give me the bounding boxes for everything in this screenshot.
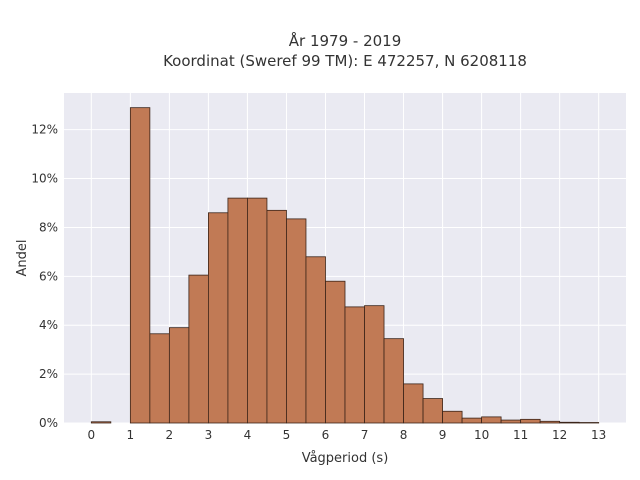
histogram-bar: [188, 274, 209, 424]
x-axis-label: Vågperiod (s): [302, 451, 389, 466]
x-tick-label: 5: [283, 428, 291, 442]
y-tick-label: 12%: [31, 123, 58, 137]
bars: [90, 107, 600, 424]
y-tick-label: 0%: [39, 416, 58, 430]
x-tick-label: 10: [474, 428, 489, 442]
histogram-bar: [90, 421, 112, 424]
x-tick-label: 0: [87, 428, 95, 442]
histogram-bar: [422, 398, 443, 424]
x-axis-ticks: 0 1 2 3 4 5 6 7 8 9 10 11 12 13: [87, 428, 606, 442]
histogram-bar: [149, 333, 170, 424]
y-axis-ticks: 0% 2% 4% 6% 8% 10% 12%: [31, 123, 58, 430]
x-tick-label: 8: [400, 428, 408, 442]
histogram-bar: [325, 280, 346, 424]
x-tick-label: 9: [439, 428, 447, 442]
histogram-bar: [442, 410, 463, 424]
y-tick-label: 8%: [39, 220, 58, 234]
histogram-bar: [481, 416, 502, 424]
y-axis-label: Andel: [15, 240, 30, 277]
y-tick-label: 6%: [39, 269, 58, 283]
x-tick-label: 11: [513, 428, 528, 442]
x-tick-label: 4: [244, 428, 252, 442]
x-tick-label: 3: [205, 428, 213, 442]
histogram-bar: [168, 327, 190, 424]
histogram-bar: [208, 212, 229, 424]
x-tick-label: 12: [552, 428, 567, 442]
histogram-bar: [227, 197, 248, 424]
x-tick-label: 13: [591, 428, 606, 442]
y-tick-label: 2%: [39, 367, 58, 381]
chart-subtitle: Koordinat (Sweref 99 TM): E 472257, N 62…: [163, 52, 527, 70]
histogram-bar: [247, 197, 268, 424]
x-tick-label: 7: [361, 428, 369, 442]
x-tick-label: 6: [322, 428, 330, 442]
histogram-bar: [383, 338, 404, 424]
y-tick-label: 10%: [31, 172, 58, 186]
x-tick-label: 1: [127, 428, 135, 442]
histogram-bar: [520, 418, 541, 424]
histogram-bar: [500, 419, 522, 424]
histogram-bar: [286, 218, 307, 424]
chart-title: År 1979 - 2019: [289, 31, 402, 50]
histogram-bar: [364, 305, 385, 424]
histogram-bar: [344, 306, 365, 424]
histogram-bar: [539, 420, 561, 424]
histogram-bar: [129, 107, 151, 424]
histogram-bar: [266, 209, 287, 424]
histogram-bar: [403, 383, 424, 424]
histogram-bar: [461, 417, 482, 424]
x-tick-label: 2: [166, 428, 174, 442]
histogram-bar: [305, 256, 326, 424]
histogram-bar: [559, 421, 580, 424]
y-tick-label: 4%: [39, 318, 58, 332]
